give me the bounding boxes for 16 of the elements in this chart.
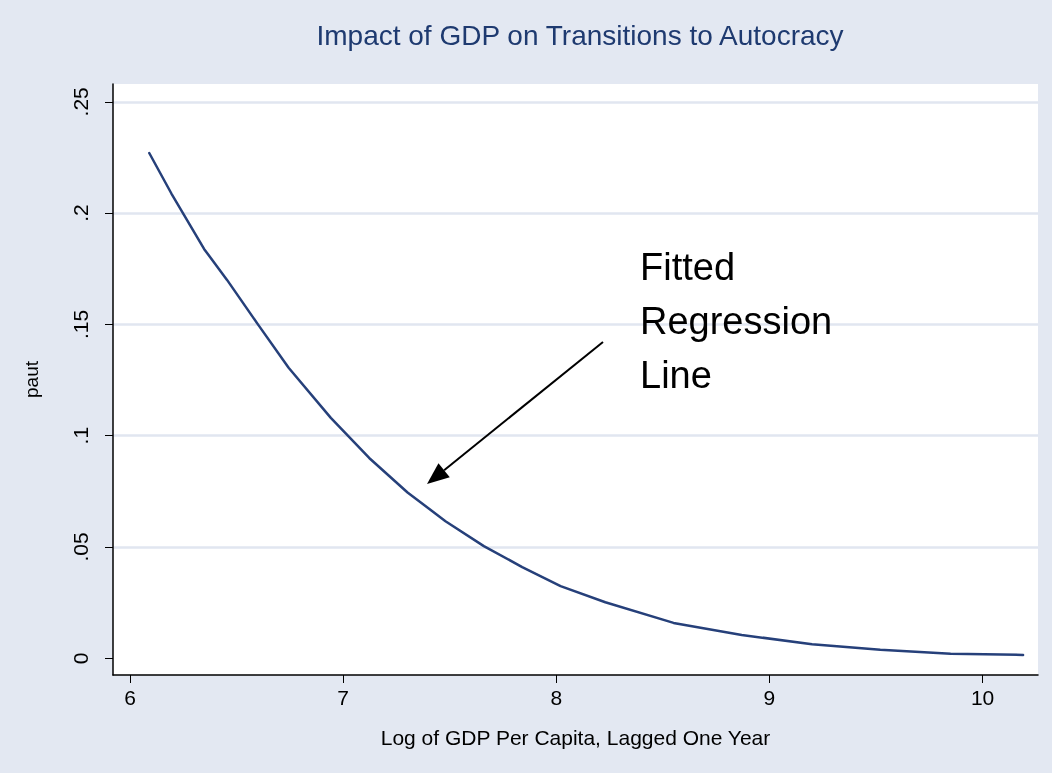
y-tick-label: .05 xyxy=(69,532,92,562)
x-tick-label: 7 xyxy=(337,686,350,709)
x-tick-label: 9 xyxy=(763,686,776,709)
y-tick-label: .25 xyxy=(69,87,92,117)
x-tick-label: 10 xyxy=(970,686,995,709)
x-axis-title: Log of GDP Per Capita, Lagged One Year xyxy=(380,726,771,749)
y-tick-label: 0 xyxy=(69,652,92,665)
chart-title: Impact of GDP on Transitions to Autocracy xyxy=(316,19,844,51)
y-axis-title: paut xyxy=(21,360,42,398)
x-tick-label: 8 xyxy=(550,686,563,709)
y-tick-label: .15 xyxy=(69,309,92,340)
line-series xyxy=(147,151,1025,657)
annotation: Fitted Regression Line xyxy=(640,246,833,396)
x-tick-label: 6 xyxy=(124,686,136,709)
y-tick-label: .2 xyxy=(69,204,92,222)
y-tick-label: .1 xyxy=(69,426,92,445)
